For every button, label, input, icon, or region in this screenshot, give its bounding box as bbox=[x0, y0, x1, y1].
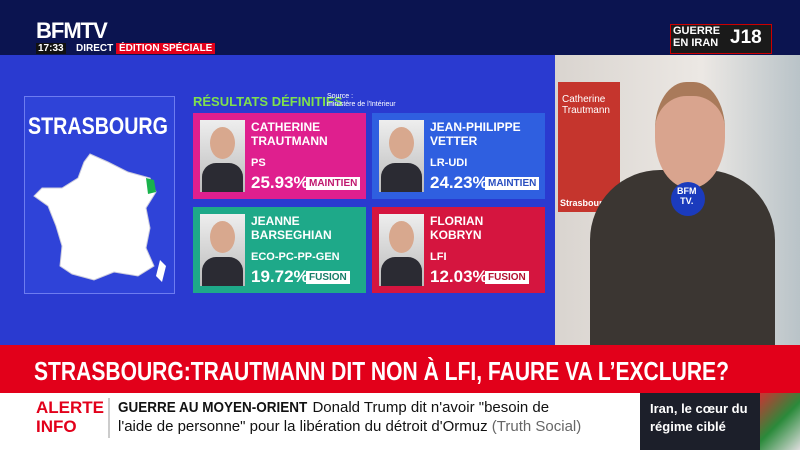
candidate-status: FUSION bbox=[485, 271, 529, 284]
teaser-text: Iran, le cœur du régime ciblé bbox=[650, 400, 748, 436]
source: Source : ministère de l'Intérieur bbox=[327, 93, 396, 109]
teaser-line: régime ciblé bbox=[650, 419, 726, 434]
teaser-line: Iran, le cœur du bbox=[650, 401, 748, 416]
alert: ALERTE INFO bbox=[36, 398, 104, 436]
candidate-last-name: TRAUTMANN bbox=[251, 134, 328, 148]
city: STRASBOURG bbox=[28, 113, 168, 140]
candidate-face bbox=[210, 221, 235, 253]
topic-line: GUERRE bbox=[673, 25, 721, 37]
candidate-shoulders bbox=[202, 257, 243, 286]
rubric: GUERRE AU MOYEN-ORIENT bbox=[118, 399, 308, 416]
ticker-line: GUERRE AU MOYEN-ORIENT Donald Trump dit … bbox=[118, 398, 581, 417]
candidate-party: ECO-PC-PP-GEN bbox=[251, 251, 340, 263]
live: DIRECT bbox=[76, 43, 114, 54]
alert-line: ALERTE bbox=[36, 398, 104, 417]
ticker-text: GUERRE AU MOYEN-ORIENT Donald Trump dit … bbox=[118, 398, 581, 436]
poster-city: Strasbourg bbox=[560, 198, 609, 208]
candidate-last-name: VETTER bbox=[430, 134, 478, 148]
candidate-shoulders bbox=[381, 257, 422, 286]
edition: ÉDITION SPÉCIALE bbox=[116, 43, 216, 54]
candidate-last-name: BARSEGHIAN bbox=[251, 228, 332, 242]
ticker-text-1: Donald Trump dit n'avoir "besoin de bbox=[312, 399, 550, 416]
person-head bbox=[655, 82, 725, 188]
poster-text: Catherine Trautmann bbox=[562, 94, 610, 116]
headline: STRASBOURG:TRAUTMANN DIT NON À LFI, FAUR… bbox=[34, 356, 729, 386]
candidate-status: FUSION bbox=[306, 271, 350, 284]
corsica bbox=[156, 260, 166, 282]
candidate-score: 12.03% bbox=[430, 267, 488, 286]
candidate-face bbox=[210, 127, 235, 159]
teaser-image bbox=[760, 393, 800, 450]
candidate-status: MAINTIEN bbox=[485, 177, 540, 190]
mic bbox=[671, 182, 705, 216]
source-line: Source : bbox=[327, 93, 354, 100]
ticker bbox=[0, 393, 640, 450]
candidate-score: 19.72% bbox=[251, 267, 309, 286]
candidate-first-name: JEAN-PHILIPPE bbox=[430, 120, 521, 134]
france-map bbox=[33, 153, 166, 282]
results-title: RÉSULTATS DÉFINITIFS bbox=[193, 94, 343, 109]
time: 17:33 bbox=[36, 43, 66, 54]
logo: BFMTV bbox=[36, 18, 108, 43]
candidate-party: LR-UDI bbox=[430, 157, 468, 169]
candidate-shoulders bbox=[381, 163, 422, 192]
candidate-score: 24.23% bbox=[430, 173, 488, 192]
mic-line: TV. bbox=[680, 196, 694, 206]
strasbourg-marker bbox=[146, 178, 156, 194]
topic-line: EN IRAN bbox=[673, 37, 719, 49]
france-shape bbox=[33, 153, 157, 281]
candidate-shoulders bbox=[202, 163, 243, 192]
candidate-score: 25.93% bbox=[251, 173, 309, 192]
candidate-face bbox=[389, 127, 414, 159]
source-line: ministère de l'Intérieur bbox=[327, 101, 396, 108]
candidate-status: MAINTIEN bbox=[306, 177, 361, 190]
candidate-party: PS bbox=[251, 157, 266, 169]
candidate-face bbox=[389, 221, 414, 253]
topic-box bbox=[670, 24, 772, 54]
candidate-last-name: KOBRYN bbox=[430, 228, 482, 242]
candidate-party: LFI bbox=[430, 251, 447, 263]
headline-bar bbox=[0, 345, 800, 393]
divider bbox=[108, 398, 110, 438]
alert-line: INFO bbox=[36, 417, 77, 436]
ticker-text-2: l'aide de personne" pour la libération d… bbox=[118, 418, 488, 435]
candidate-first-name: JEANNE bbox=[251, 214, 300, 228]
mic-line: BFM bbox=[677, 186, 697, 196]
candidate-first-name: FLORIAN bbox=[430, 214, 484, 228]
mic-label: BFM TV. bbox=[677, 186, 697, 206]
topic: GUERRE EN IRAN bbox=[673, 25, 720, 49]
ticker-source: (Truth Social) bbox=[491, 418, 582, 435]
ticker-line: l'aide de personne" pour la libération d… bbox=[118, 417, 581, 436]
day: J18 bbox=[730, 27, 762, 48]
candidate-first-name: CATHERINE bbox=[251, 120, 321, 134]
